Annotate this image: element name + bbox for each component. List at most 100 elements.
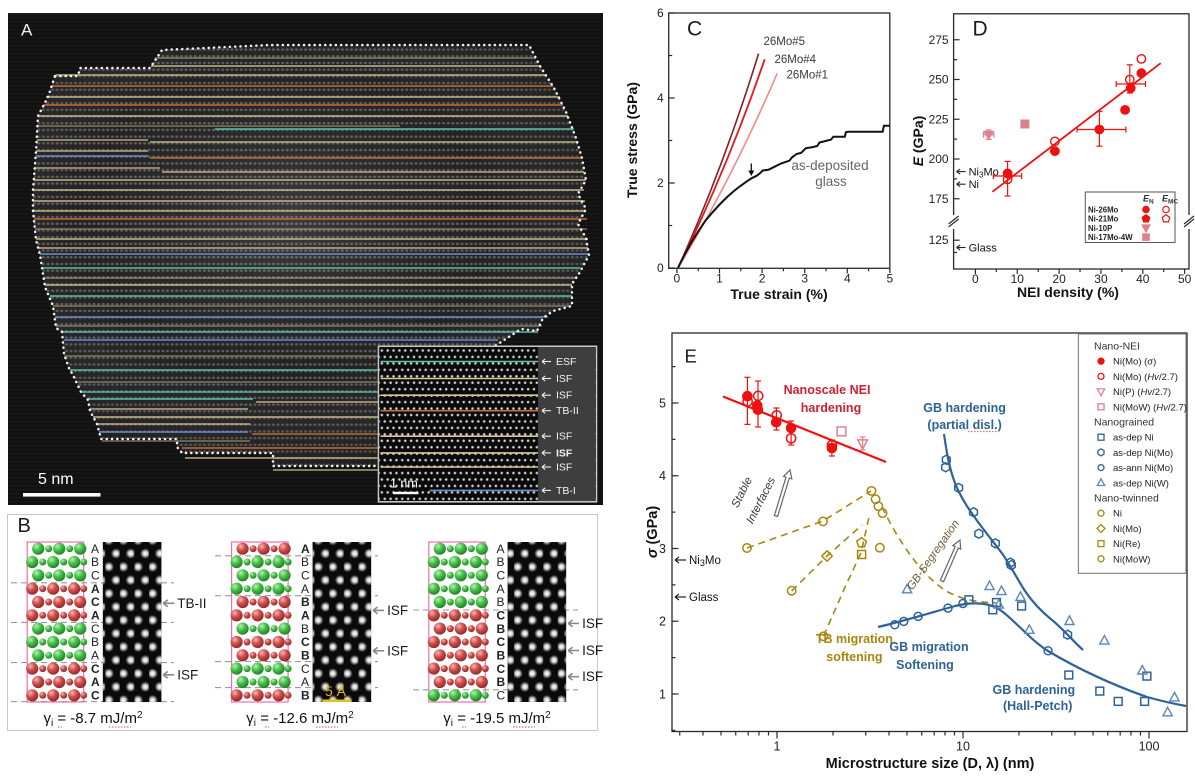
- svg-text:A: A: [497, 582, 505, 596]
- svg-text:B: B: [497, 649, 506, 663]
- svg-text:C: C: [91, 595, 100, 609]
- svg-text:softening: softening: [826, 650, 882, 664]
- svg-text:10: 10: [956, 740, 970, 754]
- svg-text:5: 5: [887, 271, 894, 285]
- svg-text:as-ann Ni(Mo): as-ann Ni(Mo): [1113, 463, 1173, 474]
- svg-text:Ni-21Mo: Ni-21Mo: [1088, 215, 1119, 224]
- svg-text:B: B: [301, 555, 309, 569]
- svg-text:200: 200: [929, 152, 949, 166]
- svg-text:250: 250: [929, 73, 949, 87]
- svg-text:ISF: ISF: [556, 462, 572, 474]
- svg-text:A: A: [301, 609, 310, 623]
- svg-text:Ni-17Mo-4W: Ni-17Mo-4W: [1088, 233, 1133, 242]
- svg-text:glass: glass: [815, 174, 847, 189]
- svg-text:TB migration: TB migration: [816, 632, 893, 646]
- svg-text:1: 1: [716, 271, 723, 285]
- svg-text:A: A: [301, 582, 309, 596]
- svg-text:C: C: [91, 688, 100, 702]
- svg-text:Ni(Re): Ni(Re): [1113, 539, 1140, 550]
- svg-text:B: B: [301, 622, 309, 636]
- svg-text:TB-I: TB-I: [556, 485, 576, 497]
- svg-text:B: B: [91, 555, 99, 569]
- svg-text:275: 275: [929, 33, 949, 47]
- svg-text:B: B: [497, 595, 505, 609]
- svg-text:ISF: ISF: [556, 390, 572, 402]
- svg-text:1: 1: [774, 740, 781, 754]
- svg-text:C: C: [91, 622, 100, 636]
- svg-text:40: 40: [1136, 272, 1150, 286]
- svg-text:A: A: [497, 542, 505, 556]
- svg-text:C: C: [301, 635, 310, 649]
- svg-text:A: A: [91, 582, 100, 596]
- svg-text:125: 125: [929, 233, 949, 247]
- svg-text:Nano-NEI: Nano-NEI: [1094, 341, 1140, 353]
- svg-text:1: 1: [659, 687, 666, 701]
- svg-text:as-dep Ni(Mo): as-dep Ni(Mo): [1113, 448, 1173, 459]
- svg-text:C: C: [497, 635, 506, 649]
- svg-text:2: 2: [759, 271, 766, 285]
- svg-text:D: D: [973, 18, 988, 41]
- svg-text:30: 30: [1094, 272, 1108, 286]
- svg-text:0: 0: [657, 261, 664, 275]
- svg-text:2: 2: [659, 615, 666, 629]
- svg-text:Glass: Glass: [969, 242, 998, 254]
- svg-text:Ni(Mo): Ni(Mo): [1113, 524, 1142, 535]
- svg-text:Ni(Mo) (Hv/2.7): Ni(Mo) (Hv/2.7): [1113, 372, 1178, 383]
- svg-text:EN: EN: [1143, 194, 1154, 206]
- svg-text:C: C: [301, 569, 310, 583]
- svg-text:3: 3: [659, 542, 666, 556]
- svg-text:(Hall-Petch): (Hall-Petch): [1003, 699, 1072, 713]
- svg-text:γi = -12.6 mJ/m2: γi = -12.6 mJ/m2: [246, 710, 354, 729]
- svg-text:26Mo#1: 26Mo#1: [787, 70, 829, 82]
- svg-text:50: 50: [1178, 272, 1192, 286]
- svg-text:Ni-10P: Ni-10P: [1088, 224, 1112, 233]
- svg-text:Ni3Mo: Ni3Mo: [969, 166, 999, 179]
- svg-text:E: E: [685, 346, 697, 367]
- svg-text:Ni3Mo: Ni3Mo: [689, 555, 721, 568]
- svg-text:TB-II: TB-II: [177, 596, 206, 611]
- svg-text:E (GPa): E (GPa): [910, 116, 926, 167]
- svg-text:ISF: ISF: [582, 643, 603, 658]
- svg-text:A: A: [91, 675, 100, 689]
- svg-text:2: 2: [657, 176, 664, 190]
- svg-text:ISF: ISF: [556, 431, 572, 443]
- svg-text:GB hardening: GB hardening: [923, 401, 1006, 415]
- svg-text:Ni(P) (Hv/2.7): Ni(P) (Hv/2.7): [1113, 387, 1171, 398]
- svg-text:γi = -19.5 mJ/m2: γi = -19.5 mJ/m2: [443, 710, 551, 729]
- svg-text:Ni(MoW) (Hv/2.7): Ni(MoW) (Hv/2.7): [1113, 402, 1187, 413]
- svg-text:A: A: [91, 542, 99, 556]
- svg-text:ISF: ISF: [556, 373, 572, 385]
- svg-text:(partial disl.): (partial disl.): [927, 418, 1001, 432]
- svg-text:ISF: ISF: [387, 643, 408, 658]
- svg-text:A: A: [301, 675, 309, 689]
- svg-text:Microstructure size (D, λ) (nm: Microstructure size (D, λ) (nm): [826, 756, 1035, 772]
- svg-text:C: C: [91, 569, 100, 583]
- svg-text:225: 225: [929, 112, 949, 126]
- svg-text:B: B: [301, 649, 310, 663]
- svg-text:C: C: [301, 662, 310, 676]
- svg-text:Ni(Mo) (σ): Ni(Mo) (σ): [1113, 357, 1156, 368]
- svg-text:C: C: [497, 688, 506, 702]
- svg-text:C: C: [497, 569, 506, 583]
- svg-text:100: 100: [1139, 740, 1160, 754]
- svg-text:ISF: ISF: [582, 669, 603, 684]
- svg-text:ISF: ISF: [387, 603, 408, 618]
- svg-text:B: B: [91, 635, 99, 649]
- svg-text:B: B: [497, 675, 506, 689]
- svg-text:True strain (%): True strain (%): [730, 286, 827, 302]
- svg-text:175: 175: [929, 192, 949, 206]
- svg-text:A: A: [91, 609, 100, 623]
- svg-text:ISF: ISF: [556, 447, 573, 459]
- svg-text:GB migration: GB migration: [889, 640, 968, 654]
- svg-text:B: B: [497, 622, 506, 636]
- svg-text:A: A: [301, 542, 310, 556]
- svg-text:hardening: hardening: [801, 401, 861, 415]
- svg-text:0: 0: [674, 271, 681, 285]
- svg-text:A: A: [91, 649, 99, 663]
- svg-text:5 Å: 5 Å: [325, 683, 347, 699]
- svg-text:4: 4: [844, 271, 851, 285]
- svg-text:ISF: ISF: [582, 616, 603, 631]
- svg-text:Softening: Softening: [896, 658, 954, 672]
- svg-text:Nanograined: Nanograined: [1094, 417, 1154, 429]
- svg-text:6: 6: [657, 6, 664, 20]
